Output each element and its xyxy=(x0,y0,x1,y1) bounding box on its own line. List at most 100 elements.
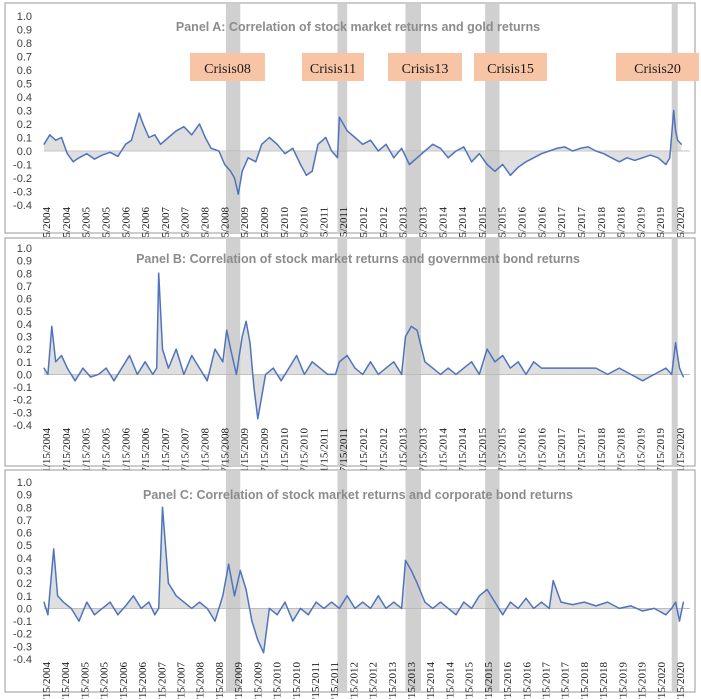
data-point xyxy=(424,150,426,152)
y-tick-label: 0.3 xyxy=(17,566,32,578)
data-point xyxy=(517,607,519,610)
data-point xyxy=(154,134,156,136)
series-line xyxy=(43,109,682,195)
data-point xyxy=(268,607,270,610)
data-point xyxy=(101,154,103,156)
data-point xyxy=(642,157,644,159)
data-point xyxy=(239,569,241,572)
data-point xyxy=(307,614,309,616)
x-tick-label: 7/15/2011 xyxy=(329,662,341,699)
crisis-band-crisis08 xyxy=(225,471,241,691)
data-point xyxy=(235,373,237,375)
data-point xyxy=(432,607,434,610)
data-point xyxy=(618,607,620,610)
y-tick-label: 0.8 xyxy=(17,268,32,280)
data-point xyxy=(78,157,80,159)
data-point xyxy=(354,607,356,610)
panel-frame xyxy=(4,237,696,467)
x-tick-label: 7/15/2019 xyxy=(655,428,667,473)
data-point xyxy=(251,620,253,622)
data-point xyxy=(97,373,99,375)
data-point xyxy=(317,143,319,145)
data-point xyxy=(595,150,597,152)
y-tick-label: -0.3 xyxy=(13,407,32,419)
y-tick-label: 0.0 xyxy=(17,369,32,381)
data-point xyxy=(66,153,68,155)
data-point xyxy=(136,373,138,375)
data-point xyxy=(556,147,558,149)
data-point xyxy=(233,177,236,179)
y-tick-label: -0.2 xyxy=(13,629,32,641)
data-point xyxy=(53,548,55,550)
x-tick-label: 7/15/2014 xyxy=(457,428,469,473)
y-tick-label: 0.0 xyxy=(17,603,32,615)
y-tick-label: -0.4 xyxy=(13,654,32,666)
data-point xyxy=(657,157,659,159)
data-point xyxy=(78,620,80,622)
x-tick-label: 7/15/2010 xyxy=(291,662,303,699)
data-point xyxy=(463,146,465,148)
data-point xyxy=(401,373,403,375)
data-point xyxy=(552,580,554,582)
x-tick-label: 1/15/2008 xyxy=(195,662,207,699)
data-point xyxy=(377,150,379,152)
data-point xyxy=(334,373,337,375)
crisis-band-crisis08 xyxy=(225,239,241,465)
data-point xyxy=(226,329,228,331)
data-point xyxy=(669,157,671,159)
crisis-label-box xyxy=(474,53,547,81)
x-tick-label: 7/15/2009 xyxy=(259,428,271,473)
x-tick-label: 7/15/2010 xyxy=(299,428,311,473)
data-point xyxy=(93,158,96,160)
data-point xyxy=(272,367,274,369)
y-tick-label: 0.4 xyxy=(17,553,32,565)
data-point xyxy=(280,380,282,382)
data-point xyxy=(533,157,535,159)
crisis-label: Crisis20 xyxy=(634,62,681,77)
data-point xyxy=(408,163,410,166)
crisis-label: Crisis11 xyxy=(310,62,356,77)
data-point xyxy=(49,134,51,136)
x-tick-label: 1/15/2019 xyxy=(617,662,629,699)
data-point xyxy=(198,367,201,369)
data-point xyxy=(369,361,372,363)
data-point xyxy=(494,601,496,603)
x-tick-label: 7/15/2011 xyxy=(338,428,350,472)
y-tick-label: 1.0 xyxy=(17,11,32,23)
data-point xyxy=(671,607,673,610)
data-point xyxy=(218,150,220,152)
data-point xyxy=(607,601,609,603)
data-point xyxy=(175,348,177,350)
y-tick-label: -0.4 xyxy=(13,200,32,212)
data-point xyxy=(455,373,457,375)
data-point xyxy=(121,367,123,369)
panel-title: Panel A: Correlation of stock market ret… xyxy=(176,20,540,34)
y-tick-label: 1.0 xyxy=(17,477,32,489)
data-point xyxy=(198,601,201,603)
data-point xyxy=(362,601,364,603)
data-point xyxy=(618,367,620,369)
x-tick-label: 1/15/2007 xyxy=(156,662,168,699)
data-point xyxy=(288,367,290,369)
x-tick-label: 7/15/2016 xyxy=(536,428,548,473)
data-point xyxy=(675,601,677,603)
data-point xyxy=(471,607,473,610)
data-point xyxy=(410,569,412,572)
crisis-band-crisis11 xyxy=(337,4,348,232)
data-point xyxy=(43,367,45,369)
data-point xyxy=(377,595,379,597)
x-tick-label: 7/15/2015 xyxy=(483,662,495,699)
data-point xyxy=(416,582,418,584)
y-tick-label: -0.1 xyxy=(13,616,32,628)
data-point xyxy=(183,373,185,375)
data-point xyxy=(47,373,49,375)
x-tick-label: 1/15/2016 xyxy=(502,662,514,699)
x-tick-label: 1/15/2005 xyxy=(81,428,93,473)
x-tick-label: 1/15/2014 xyxy=(425,662,437,699)
y-tick-label: 0.1 xyxy=(17,591,32,603)
data-point xyxy=(167,367,169,369)
x-tick-label: 1/15/2015 xyxy=(477,428,489,473)
data-point xyxy=(191,134,193,136)
x-tick-label: 1/15/2013 xyxy=(387,662,399,699)
data-point xyxy=(404,559,407,562)
